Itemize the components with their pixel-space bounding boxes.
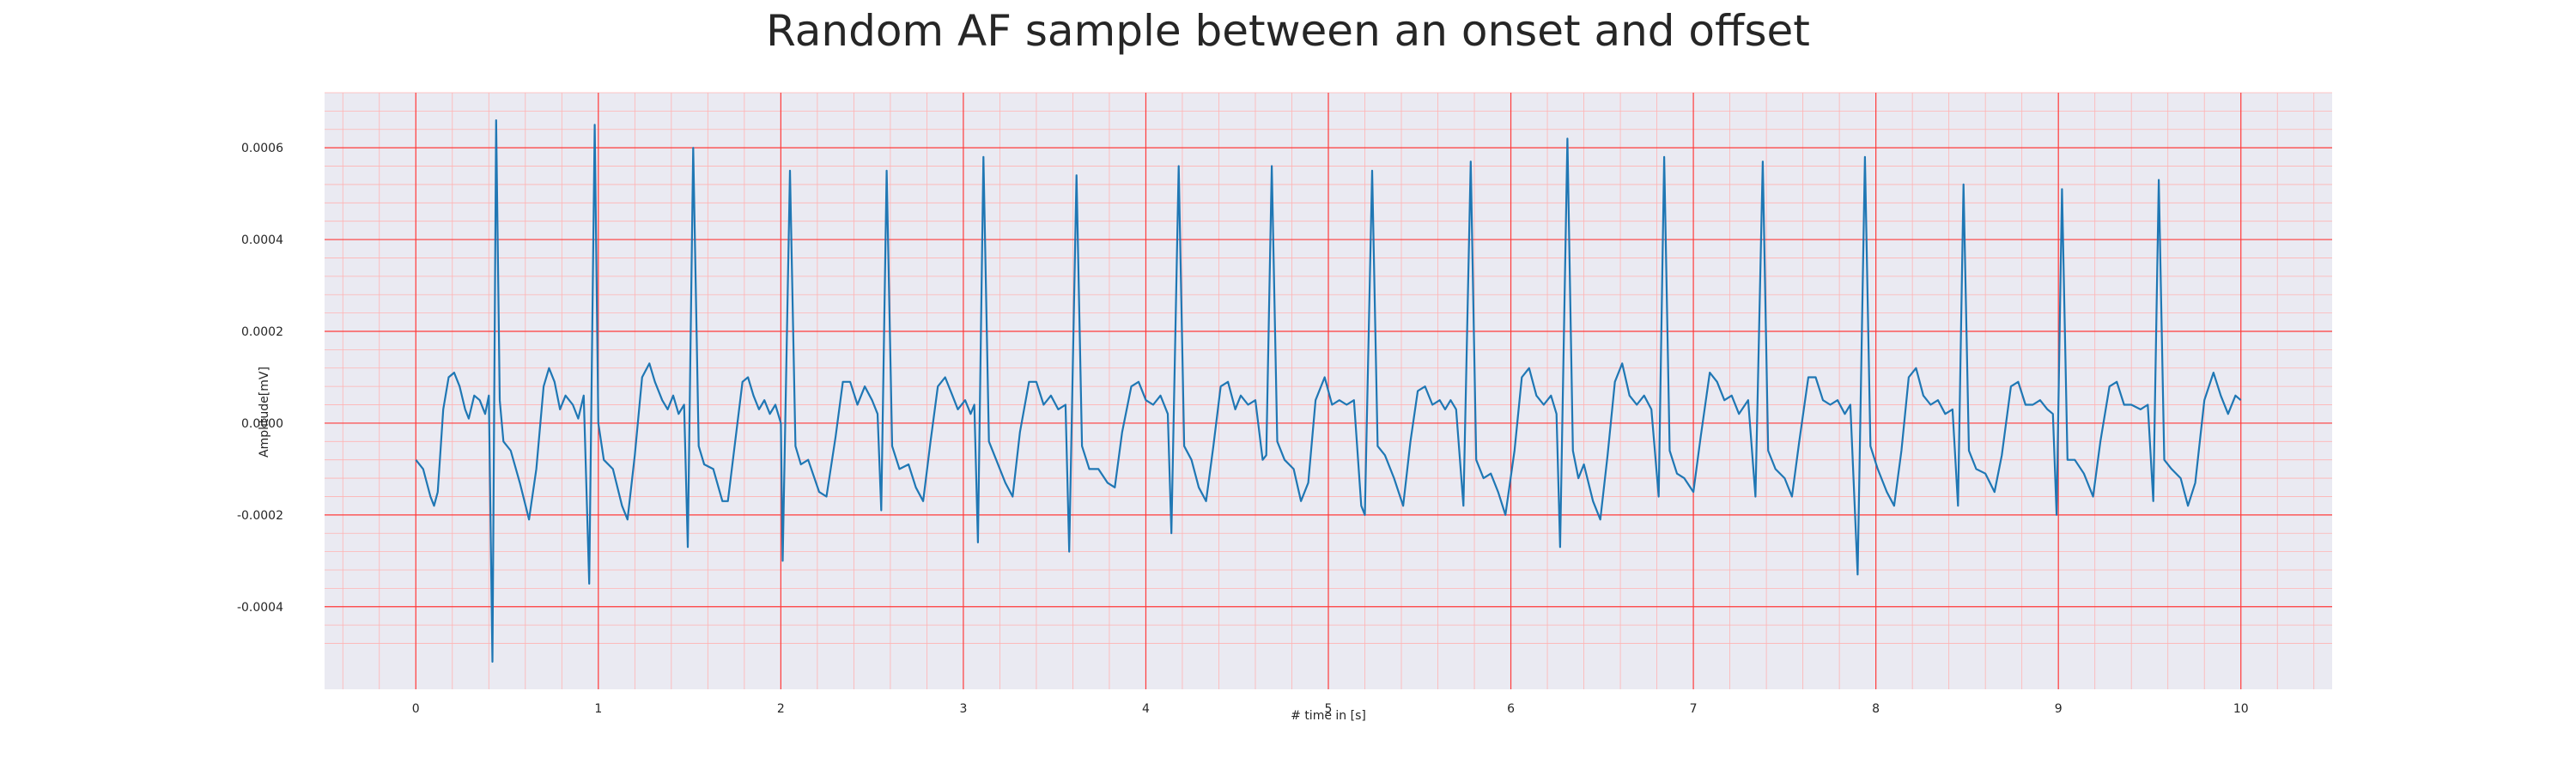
y-tick-label: 0.0002: [241, 325, 283, 339]
x-tick-label: 6: [1507, 702, 1515, 716]
plot-area: 0 1 2 3 4 5 6 7 8 9 10 -0.0004 -0.0002 0.0000 0.0002 0.…: [237, 92, 2332, 716]
x-tick-label: 0: [412, 702, 420, 716]
y-tick-label: 0.0000: [241, 417, 283, 431]
chart-title: Random AF sample between an onset and of…: [766, 6, 1810, 56]
x-tick-label: 1: [594, 702, 602, 716]
y-tick-label: -0.0004: [237, 601, 283, 615]
x-tick-label: 10: [2233, 702, 2249, 716]
y-axis-label: Amplitude[mV]: [258, 367, 271, 458]
y-tick-label: -0.0002: [237, 509, 283, 523]
x-tick-label: 7: [1690, 702, 1698, 716]
y-tick-label: 0.0004: [241, 233, 283, 247]
y-tick-label: 0.0006: [241, 142, 283, 155]
series-line: [415, 119, 2242, 663]
x-tick-label: 3: [959, 702, 967, 716]
x-axis-label: # time in [s]: [1291, 709, 1366, 723]
x-tick-label: 4: [1142, 702, 1150, 716]
x-tick-label: 8: [1872, 702, 1880, 716]
x-tick-label: 5: [1325, 702, 1333, 716]
x-tick-label: 2: [777, 702, 785, 716]
x-tick-label: 9: [2055, 702, 2063, 716]
